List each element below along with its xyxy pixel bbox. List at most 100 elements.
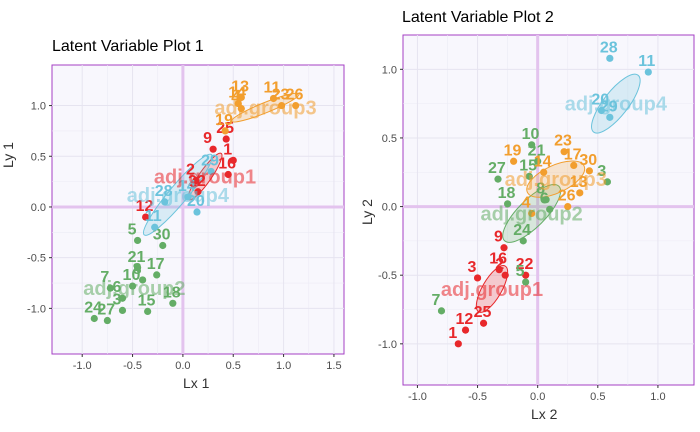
plot2-point	[479, 319, 488, 327]
plot1-point	[221, 127, 229, 135]
plot2-point	[606, 113, 614, 121]
plot1-y-tick-label: 0.5	[31, 151, 46, 163]
plot2-y-tick-label: -1.0	[378, 339, 397, 351]
plot1-point	[237, 93, 245, 102]
plot2-point-label: 6	[540, 190, 549, 207]
plot1-point-label: 28	[155, 183, 173, 200]
plot2-point-label: 9	[494, 229, 503, 246]
plot1-point-label: 10	[123, 267, 141, 284]
plot1-y-tick-label: -1.0	[27, 303, 46, 315]
plot1-point	[133, 264, 142, 272]
plot1-group-label: adj.group2	[83, 278, 185, 300]
plot2-point-label: 2	[495, 256, 504, 273]
plot1-point-label: 26	[286, 87, 304, 104]
plot1-point	[207, 167, 215, 176]
plot1-group-label: adj.group3	[214, 98, 316, 120]
plot1-point-label: 14	[178, 178, 196, 195]
plot1-x-tick-label: -1.0	[73, 360, 92, 372]
plot2-point-label: 26	[558, 188, 576, 205]
plot1-point	[103, 316, 111, 325]
plot1-point-label: 7	[100, 269, 109, 286]
plot1-group-label: adj.group4	[127, 185, 230, 207]
plot2-point-label: 18	[498, 185, 516, 202]
plot2-point	[585, 167, 593, 175]
plot2-point-label: 3	[468, 259, 477, 276]
plot1-x-axis-label: Lx 1	[183, 375, 210, 391]
plot2-point-label: 14	[534, 153, 552, 170]
plot1-x-tick-label: 0.0	[175, 360, 190, 372]
plot1-point	[234, 99, 242, 108]
plot2-point	[522, 271, 530, 279]
plot1-point	[194, 188, 202, 196]
plot1-group-label: adj.group1	[154, 167, 256, 189]
plot1-point	[139, 276, 147, 284]
plot2-point	[644, 68, 652, 76]
plot1-point-label: 11	[145, 208, 162, 225]
plot2-point	[570, 161, 578, 169]
plot1-y-tick-label: -0.5	[27, 253, 46, 265]
plot1-confidence-ellipse	[231, 92, 300, 123]
plot2-point	[500, 244, 508, 252]
plot2-point	[504, 200, 512, 208]
plot2-point	[546, 205, 554, 213]
plot1-point-label: 5	[128, 221, 137, 238]
plot1-point-label: 15	[138, 292, 156, 309]
plot2-point-label: 7	[431, 292, 440, 309]
plot2-point	[606, 54, 614, 62]
plot1-title: Latent Variable Plot 1	[52, 38, 204, 55]
plot2-point-label: 20	[591, 91, 609, 108]
plot1-point-label: 13	[231, 78, 249, 95]
plot2-group-label: adj.group2	[481, 203, 583, 225]
plot1-point	[151, 223, 159, 231]
plot1-point-label: 16	[218, 156, 236, 173]
plot2-confidence-ellipse	[475, 265, 509, 313]
plot1-x-tick-label: 0.5	[226, 360, 241, 372]
plot2-point-label: 25	[474, 304, 492, 321]
plot2-x-tick-label: -1.0	[408, 391, 427, 403]
plot2-point-label: 27	[488, 160, 506, 177]
plot1-point-label: 21	[128, 249, 146, 266]
plot2-point-label: 23	[554, 133, 572, 150]
plot1-point-label: 24	[84, 300, 102, 317]
plot1-point	[133, 236, 142, 245]
plot2-x-axis-label: Lx 2	[531, 406, 558, 422]
plot2-point	[473, 274, 482, 282]
plot1-point	[159, 241, 167, 250]
plot1-point	[144, 307, 152, 316]
plot2-point	[528, 141, 536, 149]
plot2-point-label: 15	[519, 157, 537, 174]
plot1-point	[292, 101, 300, 110]
plot1-y-tick-label: 1.0	[31, 101, 46, 113]
plot1-point	[222, 135, 230, 143]
plot2-point-label: 12	[456, 311, 474, 328]
plot2-point-label: 13	[570, 174, 588, 191]
plot2-point	[597, 106, 606, 115]
plot1-point-label: 18	[163, 284, 181, 301]
plot1-point	[142, 213, 150, 221]
plot2-point	[501, 271, 509, 279]
plot2-group-label: adj.group1	[441, 279, 543, 301]
plot2-point-label: 19	[504, 142, 522, 159]
plot1-point-label: 29	[201, 152, 219, 169]
plot2-group-label: adj.group4	[565, 94, 668, 116]
plot1-point	[153, 271, 161, 279]
plot1-point	[209, 145, 217, 153]
plot2-y-tick-label: 1.0	[382, 64, 397, 76]
plot2-point-label: 21	[528, 142, 546, 159]
plot2-point-label: 28	[600, 39, 618, 56]
plot1-point-label: 1	[223, 141, 232, 158]
plot2-title: Latent Variable Plot 2	[402, 9, 554, 26]
plot2-point	[528, 209, 536, 218]
plot2-point	[461, 326, 470, 334]
plot1-x-tick-label: 1.0	[276, 360, 291, 372]
plot1-point	[269, 94, 278, 103]
plot2-point-label: 24	[513, 222, 531, 239]
plot1-point-label: 6	[112, 279, 121, 296]
plot2-confidence-ellipse	[526, 160, 586, 198]
plot2-point-label: 30	[579, 152, 597, 169]
plot1-point-label: 27	[97, 302, 115, 319]
plot2-point	[560, 148, 568, 156]
plot1-point-label: 9	[203, 130, 212, 147]
plot2-point-label: 3	[597, 163, 606, 180]
